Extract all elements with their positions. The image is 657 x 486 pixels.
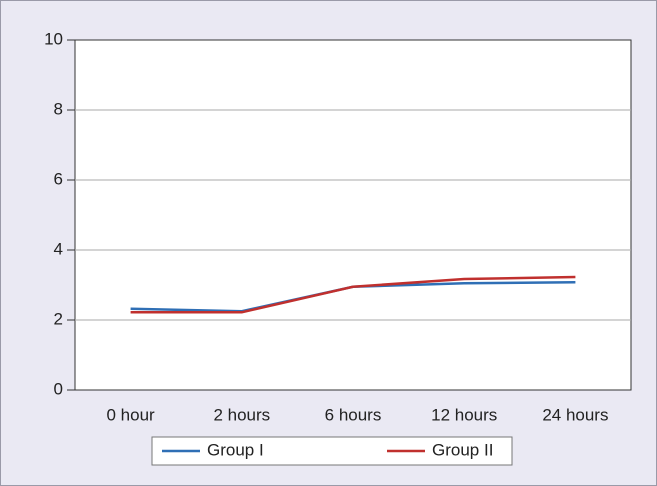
legend bbox=[151, 436, 513, 466]
y-tick-label: 2 bbox=[54, 309, 63, 328]
x-tick-label: 12 hours bbox=[431, 405, 497, 424]
y-tick-label: 0 bbox=[54, 379, 63, 398]
legend-label: Group I bbox=[207, 440, 264, 459]
legend-label: Group II bbox=[432, 440, 493, 459]
plot-area bbox=[74, 39, 632, 391]
y-tick-label: 4 bbox=[54, 239, 63, 258]
series-line bbox=[130, 275, 576, 314]
y-tick-label: 10 bbox=[44, 29, 63, 48]
y-tick-label: 8 bbox=[54, 99, 63, 118]
x-tick-label: 2 hours bbox=[213, 405, 270, 424]
x-tick-label: 0 hour bbox=[106, 405, 155, 424]
x-tick-label: 24 hours bbox=[542, 405, 608, 424]
y-tick-label: 6 bbox=[54, 169, 63, 188]
x-tick-label: 6 hours bbox=[325, 405, 382, 424]
